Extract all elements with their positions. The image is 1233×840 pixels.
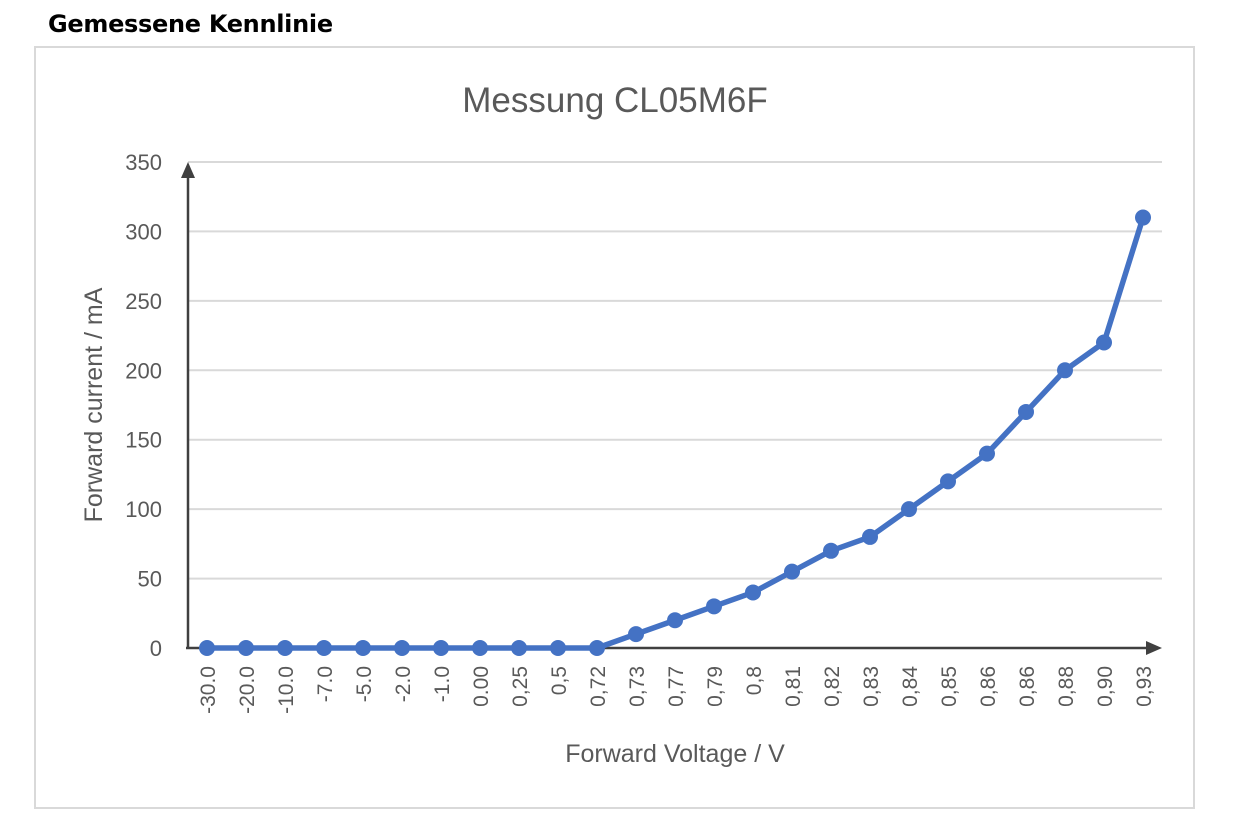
x-tick-label: -1.0 (431, 666, 454, 702)
x-tick-label: 0,93 (1133, 666, 1156, 707)
data-point (511, 640, 527, 656)
y-axis-title: Forward current / mA (80, 287, 108, 522)
x-axis-arrow (1146, 641, 1162, 655)
series-forward-current (199, 209, 1151, 656)
x-tick-label: -10.0 (275, 666, 298, 714)
x-tick-label: 0,86 (977, 666, 1000, 707)
data-point (355, 640, 371, 656)
y-tick-label: 150 (125, 428, 162, 453)
data-point (979, 445, 995, 462)
data-point (667, 612, 683, 629)
y-tick-label: 0 (150, 636, 162, 661)
x-tick-labels: -30.0 -20.0 -10.0 -7.0 -5.0 -2.0 -1.0 0.00 0,25 0… (197, 666, 1156, 714)
data-point (472, 640, 488, 656)
data-point (394, 640, 410, 656)
x-tick-label: 0,25 (509, 666, 532, 707)
x-tick-label: -5.0 (353, 666, 376, 702)
data-point (1018, 403, 1034, 420)
data-point (550, 640, 566, 656)
data-point (1057, 362, 1073, 379)
data-point (706, 598, 722, 615)
data-point (745, 584, 761, 601)
x-tick-label: 0,83 (860, 666, 883, 707)
data-point (940, 473, 956, 490)
x-tick-label: 0,77 (665, 666, 688, 707)
x-tick-label: 0,5 (548, 666, 571, 695)
x-tick-label: 0,86 (1016, 666, 1039, 707)
data-point (277, 640, 293, 656)
data-point (316, 640, 332, 656)
data-point (823, 542, 839, 559)
x-tick-label: 0.00 (470, 666, 493, 707)
x-tick-label: -7.0 (314, 666, 337, 702)
x-tick-label: 0,90 (1094, 666, 1117, 707)
x-tick-label: 0,88 (1055, 666, 1078, 707)
y-tick-label: 50 (138, 567, 162, 592)
y-tick-label: 300 (125, 219, 162, 244)
y-axis-arrow (181, 162, 195, 178)
x-tick-label: 0,85 (938, 666, 961, 707)
y-tick-label: 200 (125, 358, 162, 383)
series-line (204, 214, 1146, 651)
data-point (589, 640, 605, 656)
x-tick-label: 0,81 (782, 666, 805, 707)
data-point (901, 501, 917, 518)
page-heading: Gemessene Kennlinie (48, 10, 333, 38)
y-tick-label: 100 (125, 497, 162, 522)
x-tick-label: 0,84 (899, 666, 922, 707)
x-tick-label: 0,73 (626, 666, 649, 707)
grid-lines (188, 161, 1162, 580)
chart-frame (34, 46, 1195, 809)
chart-title: Messung CL05M6F (462, 81, 767, 120)
data-point (1135, 209, 1151, 226)
data-point (433, 640, 449, 656)
x-tick-label: 0,8 (743, 666, 766, 695)
x-tick-label: 0,72 (587, 666, 610, 707)
axes (181, 162, 1162, 655)
y-tick-label: 250 (125, 289, 162, 314)
data-point (862, 528, 878, 545)
y-tick-labels: 0 50 100 150 200 250 300 350 (125, 150, 162, 661)
data-point (784, 563, 800, 580)
x-tick-label: 0,82 (821, 666, 844, 707)
data-point (1096, 334, 1112, 351)
data-point (199, 640, 215, 656)
x-tick-label: -20.0 (236, 666, 259, 714)
x-tick-label: -2.0 (392, 666, 415, 702)
y-tick-label: 350 (125, 150, 162, 175)
data-point (628, 626, 644, 643)
x-tick-label: 0,79 (704, 666, 727, 707)
x-tick-label: -30.0 (197, 666, 220, 714)
x-axis-title: Forward Voltage / V (565, 740, 785, 768)
data-point (238, 640, 254, 656)
